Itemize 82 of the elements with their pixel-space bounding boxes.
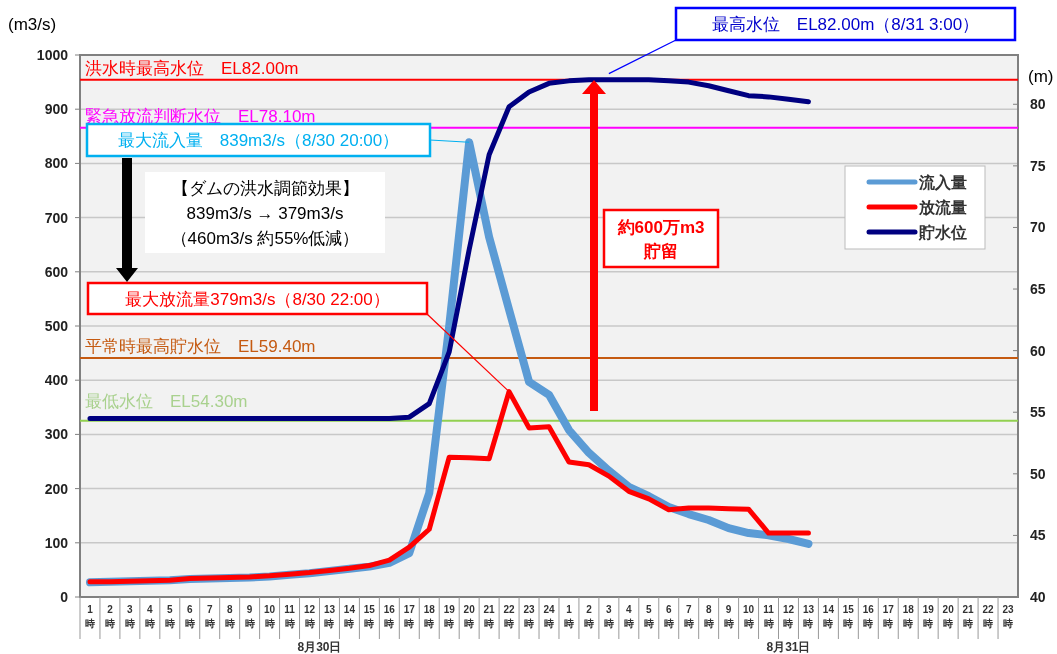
x-tick-label: 10時 — [264, 604, 276, 629]
x-tick-label: 17時 — [882, 604, 895, 629]
x-tick-label: 13時 — [802, 604, 815, 629]
y2-tick-label: 50 — [1030, 465, 1046, 482]
x-tick-label: 1時 — [563, 604, 574, 629]
x-tick-label: 14時 — [343, 604, 356, 629]
y-tick-label: 0 — [60, 589, 69, 605]
x-tick-label: 21時 — [483, 604, 496, 629]
x-tick-label: 22時 — [982, 604, 995, 629]
y-tick-label: 700 — [44, 209, 69, 226]
x-tick-label: 8時 — [224, 604, 235, 629]
legend-label: 流入量 — [918, 173, 967, 191]
x-tick-label: 11時 — [763, 604, 775, 629]
legend-label: 貯水位 — [918, 224, 967, 241]
y2-tick-label: 80 — [1030, 96, 1046, 113]
text: 最高水位 EL82.00m（8/31 3:00） — [711, 15, 980, 34]
x-tick-label: 12時 — [303, 604, 316, 629]
y2-tick-label: 55 — [1030, 404, 1046, 421]
y2-tick-label: 45 — [1030, 527, 1046, 544]
x-tick-label: 19時 — [443, 604, 456, 629]
y-axis-title: (m3/s) — [8, 15, 57, 34]
text: 8月31日 — [766, 640, 811, 654]
x-tick-label: 11時 — [284, 604, 296, 629]
ref-line-label: 平常時最高貯水位 EL59.40m — [85, 337, 316, 357]
y-tick-label: 800 — [44, 155, 69, 172]
x-tick-label: 18時 — [423, 604, 436, 629]
x-tick-label: 15時 — [842, 604, 855, 629]
x-tick-label: 14時 — [822, 604, 835, 629]
x-tick-label: 3時 — [124, 604, 135, 629]
y2-tick-label: 40 — [1030, 589, 1046, 605]
y-tick-label: 1000 — [36, 47, 69, 63]
y-tick-label: 400 — [44, 372, 69, 389]
x-tick-label: 18時 — [902, 604, 915, 629]
x-tick-label: 21時 — [962, 604, 975, 629]
x-tick-label: 4時 — [144, 604, 155, 629]
x-tick-label: 22時 — [503, 604, 516, 629]
x-tick-label: 4時 — [623, 604, 634, 629]
x-tick-label: 3時 — [603, 604, 614, 629]
x-tick-label: 8時 — [703, 604, 714, 629]
y2-tick-label: 70 — [1030, 219, 1046, 236]
y-tick-label: 900 — [44, 101, 69, 118]
x-tick-label: 17時 — [403, 604, 416, 629]
x-tick-label: 6時 — [184, 604, 195, 629]
y-tick-label: 200 — [44, 480, 69, 497]
ref-line-label: 最低水位 EL54.30m — [85, 391, 248, 411]
x-tick-label: 12時 — [782, 604, 795, 629]
x-tick-label: 1時 — [84, 604, 95, 629]
x-tick-label: 6時 — [663, 604, 674, 629]
y-tick-label: 300 — [44, 426, 69, 443]
x-tick-label: 19時 — [922, 604, 935, 629]
x-tick-label: 24時 — [543, 604, 555, 629]
x-tick-label: 16時 — [383, 604, 396, 629]
y-tick-label: 500 — [44, 318, 69, 334]
legend-label: 放流量 — [918, 198, 967, 216]
x-tick-label: 5時 — [643, 604, 654, 629]
ref-line-label: 洪水時最高水位 EL82.00m — [85, 58, 299, 78]
x-tick-label: 20時 — [463, 604, 476, 629]
x-tick-label: 9時 — [244, 604, 255, 629]
x-tick-label: 20時 — [942, 604, 955, 629]
text: 8月30日 — [297, 640, 342, 654]
x-tick-label: 2時 — [104, 604, 115, 629]
x-tick-label: 10時 — [743, 604, 755, 629]
y-tick-label: 100 — [44, 534, 69, 551]
annotation: 約600万m3 貯留 — [616, 217, 705, 261]
y-tick-label: 600 — [44, 263, 69, 280]
annotation: 【ダムの洪水調節効果】 839m3/s → 379m3/s （460m3/s 約55%低減） — [170, 178, 360, 248]
x-tick-label: 23時 — [523, 604, 536, 629]
y2-tick-label: 60 — [1030, 342, 1046, 359]
annotation: 最大放流量379m3/s（8/30 22:00） — [125, 289, 390, 309]
x-tick-label: 23時 — [1002, 604, 1015, 629]
x-tick-label: 13時 — [323, 604, 336, 629]
x-tick-label: 7時 — [683, 604, 694, 629]
x-tick-label: 2時 — [583, 604, 594, 629]
x-tick-label: 15時 — [363, 604, 376, 629]
y2-tick-label: 65 — [1030, 281, 1046, 298]
x-tick-label: 5時 — [164, 604, 175, 629]
y2-axis-title: (m) — [1028, 67, 1054, 86]
x-tick-label: 16時 — [862, 604, 875, 629]
x-tick-label: 7時 — [204, 604, 215, 629]
annotation: 最大流入量 839m3/s（8/30 20:00） — [117, 131, 400, 150]
y2-tick-label: 75 — [1030, 157, 1046, 174]
x-tick-label: 9時 — [723, 604, 734, 629]
